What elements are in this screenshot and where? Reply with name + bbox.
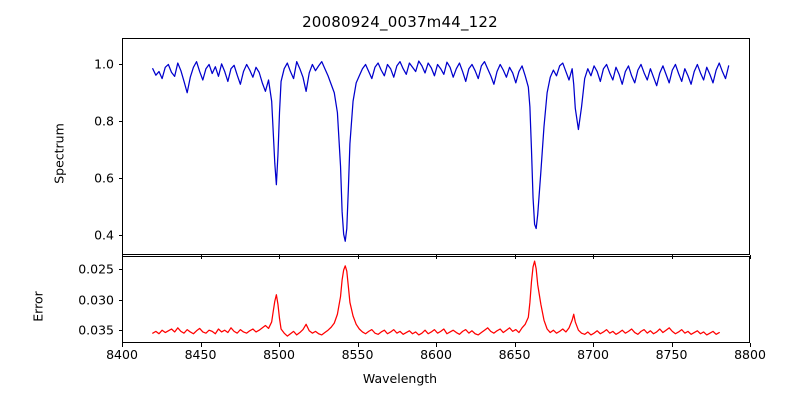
wavelength-x-tick-label: 8500 <box>263 347 295 362</box>
spectrum-axis-title: Spectrum <box>51 123 67 184</box>
error-plot-area <box>122 256 750 343</box>
spectrum-x-tick <box>200 255 202 259</box>
error-y-tick-label: 0.035 <box>78 322 114 338</box>
error-series-line <box>123 257 749 342</box>
wavelength-x-tick-label: 8450 <box>184 347 217 362</box>
spectrum-x-tick <box>279 255 281 259</box>
error-y-tick-label: 0.025 <box>78 261 114 277</box>
spectrum-y-tick <box>118 120 122 122</box>
spectrum-line-clip <box>123 39 749 254</box>
spectrum-plot-area <box>122 38 750 255</box>
wavelength-x-tick <box>514 343 516 347</box>
spectrum-y-tick-label: 0.6 <box>94 170 114 186</box>
spectrum-y-tick-label: 0.8 <box>94 113 114 129</box>
wavelength-x-tick-label: 8600 <box>420 347 452 362</box>
wavelength-x-tick <box>593 343 595 347</box>
wavelength-x-tick <box>279 343 281 347</box>
wavelength-x-tick-label: 8750 <box>655 347 688 362</box>
error-y-tick <box>118 299 122 301</box>
page-title: 20080924_0037m44_122 <box>302 13 498 31</box>
error-y-tick <box>118 329 122 331</box>
spectrum-y-tick-label: 1.0 <box>94 56 114 72</box>
spectrum-series-line <box>123 39 749 254</box>
error-axis-title: Error <box>30 291 46 322</box>
spectrum-x-tick <box>514 255 516 259</box>
spectrum-x-tick <box>750 255 752 259</box>
spectrum-y-tick <box>118 235 122 237</box>
error-y-tick <box>118 269 122 271</box>
spectrum-x-tick <box>357 255 359 259</box>
wavelength-x-tick <box>357 343 359 347</box>
wavelength-x-tick <box>750 343 752 347</box>
spectrum-y-tick <box>118 177 122 179</box>
wavelength-x-tick <box>671 343 673 347</box>
spectrum-y-tick <box>118 63 122 65</box>
wavelength-x-tick-label: 8650 <box>498 347 531 362</box>
wavelength-x-tick-label: 8700 <box>577 347 609 362</box>
spectrum-x-tick <box>122 255 124 259</box>
spectrum-y-tick-label: 0.4 <box>94 227 114 243</box>
wavelength-x-tick-label: 8550 <box>341 347 374 362</box>
spectrum-x-tick <box>671 255 673 259</box>
wavelength-x-tick <box>200 343 202 347</box>
wavelength-axis-title: Wavelength <box>362 371 438 386</box>
wavelength-x-tick-label: 8800 <box>734 347 766 362</box>
spectrum-x-tick <box>593 255 595 259</box>
wavelength-x-tick-label: 8400 <box>106 347 138 362</box>
spectrum-x-tick <box>436 255 438 259</box>
wavelength-x-tick <box>122 343 124 347</box>
error-line-clip <box>123 257 749 342</box>
error-y-tick-label: 0.030 <box>78 292 114 307</box>
wavelength-x-tick <box>436 343 438 347</box>
